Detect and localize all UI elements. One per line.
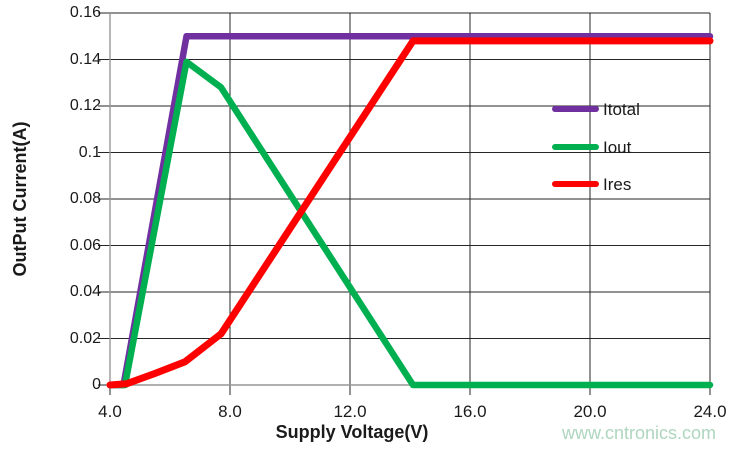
legend-item-iout: Iout: [552, 137, 631, 157]
y-tick-label: 0.08: [69, 190, 101, 207]
legend-item-ires: Ires: [552, 174, 631, 194]
grid-layer: [98, 12, 711, 395]
series-line-Itotal: [106, 33, 714, 389]
y-tick-label: 0.1: [78, 144, 101, 161]
x-tick-label: 12.0: [333, 402, 367, 421]
y-axis-title: OutPut Current(A): [10, 121, 30, 277]
x-axis-title: Supply Voltage(V): [275, 422, 429, 442]
y-tick-label: 0.14: [69, 51, 101, 68]
series-line-Ires: [106, 37, 714, 389]
legend-label-iout: Iout: [603, 137, 632, 157]
legend-item-itotal: Itotal: [552, 99, 640, 119]
legend-marker-iout: [552, 144, 599, 150]
y-tick-label: 0.12: [69, 97, 101, 114]
x-tick-label: 4.0: [98, 402, 122, 421]
y-tick-label: 0.02: [69, 330, 101, 347]
x-tick-label: 8.0: [218, 402, 242, 421]
x-tick-label: 16.0: [453, 402, 487, 421]
legend-label-itotal: Itotal: [603, 99, 640, 119]
series-layer: [106, 33, 714, 389]
y-tick-label: 0.16: [69, 4, 101, 21]
x-tick-label: 24.0: [693, 402, 727, 421]
x-tick-label: 20.0: [573, 402, 607, 421]
y-tick-label: 0.06: [69, 237, 101, 254]
y-tick-label: 0.04: [69, 283, 101, 300]
legend-label-ires: Ires: [603, 174, 632, 194]
watermark-text: www.cntronics.com: [562, 423, 717, 443]
legend-marker-ires: [552, 181, 599, 187]
legend-marker-itotal: [552, 106, 599, 112]
y-tick-label: 0: [92, 376, 101, 393]
